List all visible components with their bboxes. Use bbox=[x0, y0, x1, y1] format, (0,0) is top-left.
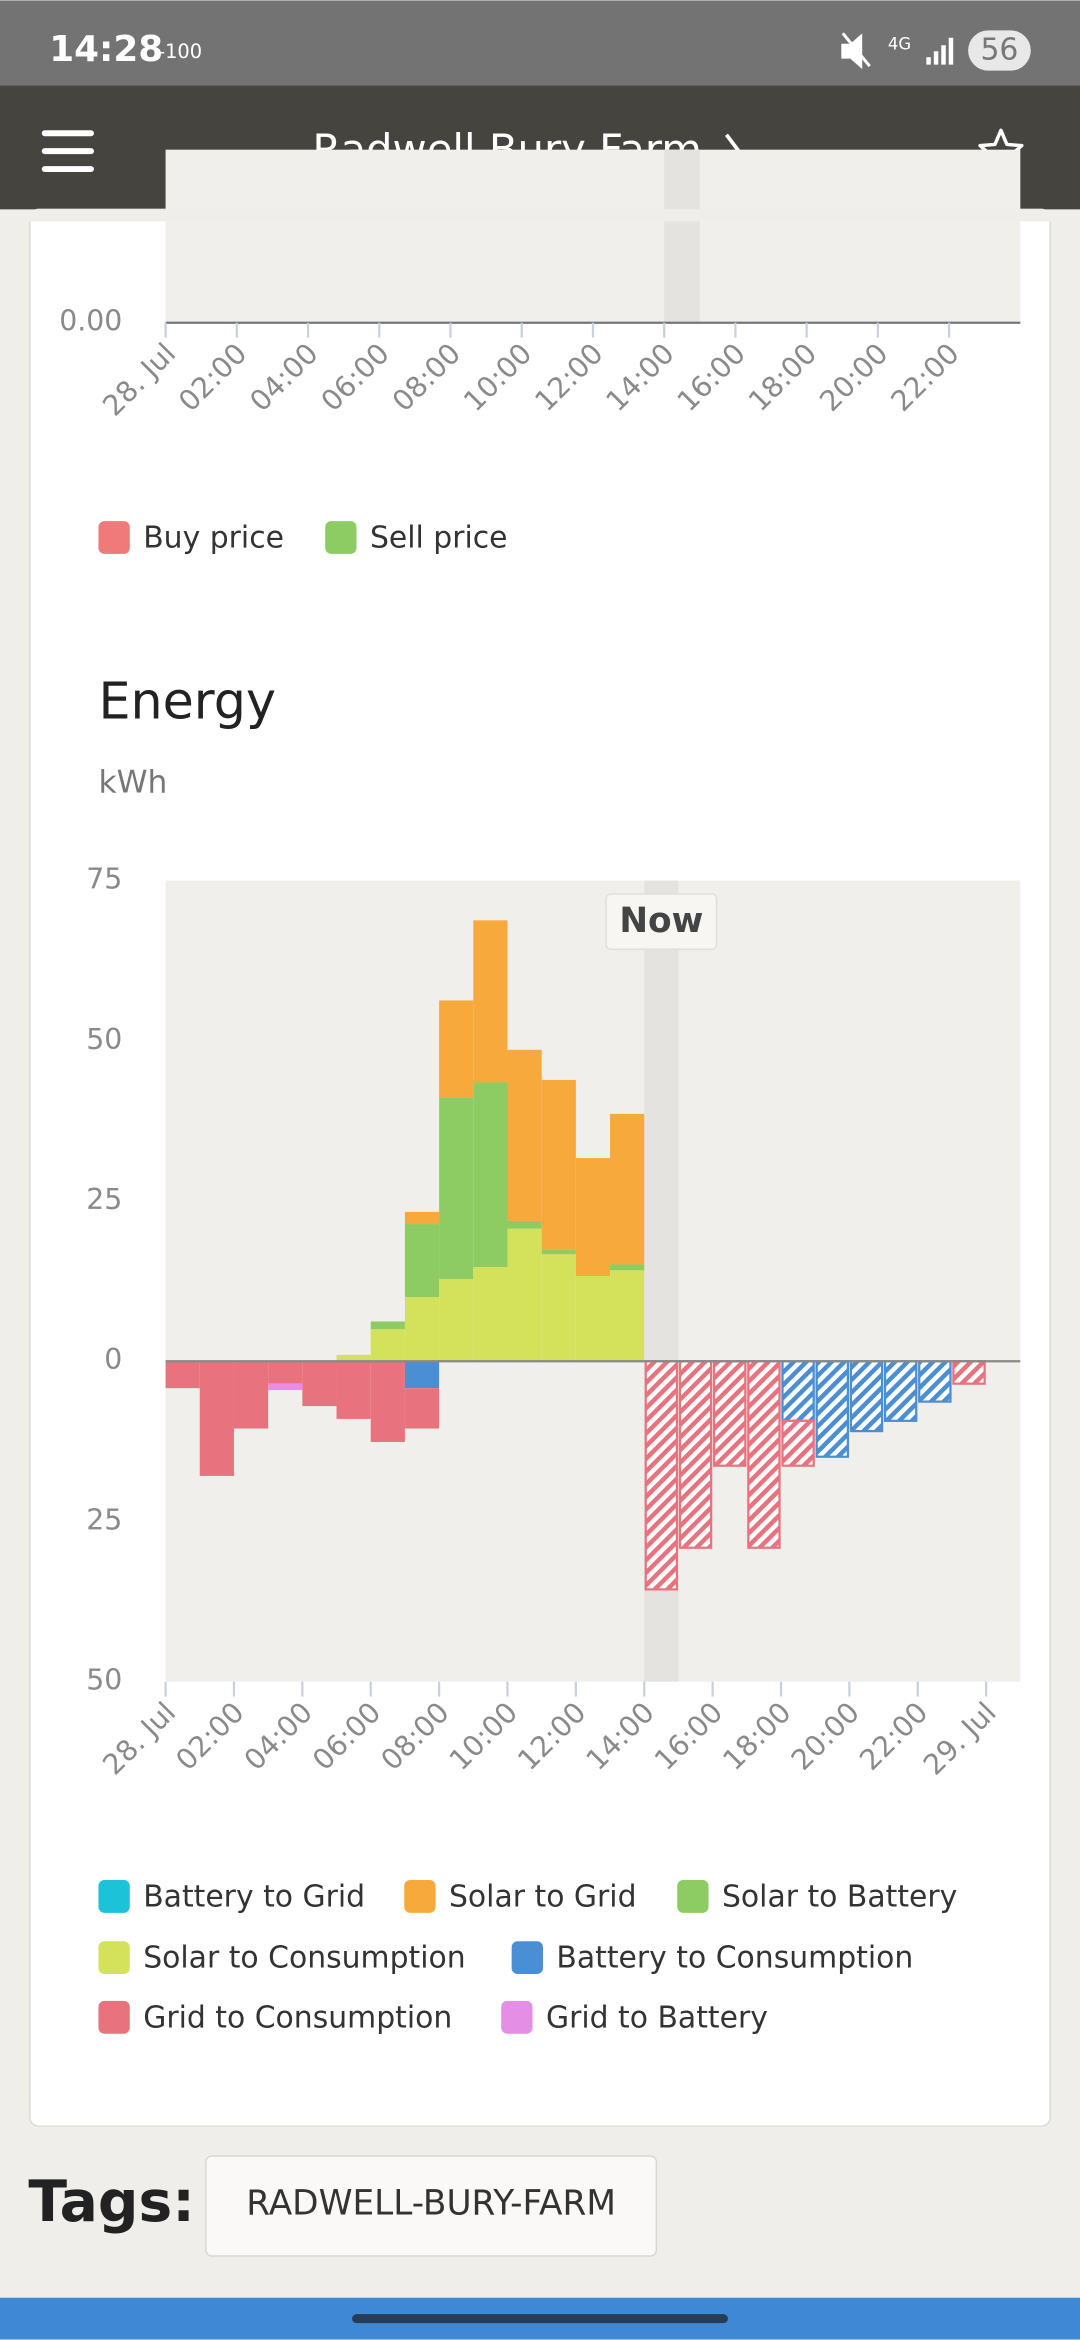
legend-swatch[interactable] bbox=[677, 1880, 709, 1913]
forecast-bar bbox=[644, 1360, 679, 1591]
menu-button[interactable] bbox=[41, 130, 94, 173]
bar bbox=[507, 1220, 542, 1229]
legend-label: Buy price bbox=[143, 521, 284, 556]
legend-swatch[interactable] bbox=[98, 2000, 130, 2034]
bar bbox=[507, 1049, 542, 1221]
home-indicator[interactable] bbox=[352, 2314, 728, 2324]
bar bbox=[473, 1082, 508, 1268]
bar bbox=[541, 1079, 576, 1250]
status-bar bbox=[0, 0, 1080, 86]
bar bbox=[473, 1267, 508, 1362]
legend-swatch[interactable] bbox=[98, 1880, 130, 1913]
bar bbox=[404, 1297, 440, 1362]
bar bbox=[404, 1361, 440, 1389]
legend-label: Sell price bbox=[370, 521, 508, 556]
legend-swatch[interactable] bbox=[325, 521, 357, 554]
bar bbox=[473, 920, 508, 1083]
scroll-edge bbox=[0, 209, 1080, 222]
plot-area bbox=[165, 149, 1021, 323]
legend-label: Solar to Consumption bbox=[143, 1941, 465, 1976]
now-band bbox=[664, 149, 700, 323]
y-tick-label: 75 bbox=[86, 863, 122, 896]
legend-swatch[interactable] bbox=[501, 2000, 533, 2034]
divider bbox=[0, 219, 1080, 222]
forecast-bar bbox=[952, 1360, 986, 1385]
bar bbox=[541, 1249, 576, 1255]
forecast-bar bbox=[849, 1360, 884, 1433]
time: 14:28 bbox=[49, 29, 163, 70]
tag-chip[interactable] bbox=[205, 2155, 658, 2257]
legend-swatch[interactable] bbox=[511, 1941, 543, 1975]
bar bbox=[404, 1224, 440, 1298]
bar bbox=[370, 1321, 405, 1330]
legend-label: Solar to Grid bbox=[449, 1879, 637, 1914]
battery-icon bbox=[968, 30, 1031, 71]
chart-title: Energy bbox=[98, 672, 276, 731]
legend-label: Battery to Grid bbox=[143, 1879, 365, 1914]
forecast-bar bbox=[781, 1360, 815, 1422]
now-label: Now bbox=[619, 901, 703, 941]
legend-label: Battery to Consumption bbox=[556, 1941, 913, 1976]
forecast-bar bbox=[918, 1360, 952, 1403]
bar bbox=[268, 1383, 303, 1391]
bar bbox=[336, 1354, 371, 1362]
bar bbox=[439, 1279, 474, 1362]
legend-label: Grid to Consumption bbox=[143, 2000, 452, 2035]
bar bbox=[439, 1000, 474, 1098]
now-label-box bbox=[605, 893, 718, 950]
bar bbox=[610, 1264, 645, 1271]
forecast-bar bbox=[815, 1360, 850, 1458]
forecast-bar bbox=[781, 1419, 815, 1467]
signal-strength: -100 bbox=[158, 40, 202, 63]
legend-swatch[interactable] bbox=[404, 1880, 436, 1913]
y-tick-label: 25 bbox=[86, 1183, 122, 1216]
bar bbox=[268, 1361, 303, 1384]
tag-text[interactable]: RADWELL-BURY-FARM bbox=[246, 2184, 616, 2224]
mute-icon bbox=[841, 32, 871, 70]
bar bbox=[575, 1276, 611, 1362]
bar bbox=[404, 1211, 440, 1225]
tags-label: Tags: bbox=[28, 2169, 195, 2235]
forecast-bar bbox=[747, 1360, 781, 1549]
bar bbox=[370, 1329, 405, 1362]
bar bbox=[165, 1361, 200, 1389]
y-tick-label: 50 bbox=[86, 1664, 122, 1697]
legend-label: Solar to Battery bbox=[722, 1879, 957, 1914]
bar bbox=[541, 1254, 576, 1362]
y-tick-label: 25 bbox=[86, 1503, 122, 1536]
legend-swatch[interactable] bbox=[98, 1941, 130, 1975]
battery-level: 56 bbox=[980, 33, 1018, 68]
bar bbox=[439, 1097, 474, 1280]
bar bbox=[507, 1228, 542, 1362]
y-tick-label: 0.00 bbox=[59, 305, 122, 338]
y-tick-label: 50 bbox=[86, 1023, 122, 1056]
y-tick-label: 0 bbox=[104, 1343, 122, 1376]
y-axis-unit: kWh bbox=[98, 765, 167, 801]
legend-label: Grid to Battery bbox=[546, 2000, 768, 2035]
bar bbox=[302, 1361, 337, 1407]
legend-swatch[interactable] bbox=[98, 521, 130, 554]
bar bbox=[336, 1361, 371, 1419]
bar bbox=[610, 1270, 645, 1362]
bar bbox=[199, 1361, 234, 1476]
bar bbox=[404, 1388, 440, 1429]
forecast-bar bbox=[678, 1360, 713, 1549]
network-type: 4G bbox=[888, 35, 911, 54]
bar bbox=[370, 1361, 405, 1442]
bar bbox=[575, 1158, 611, 1277]
signal-icon bbox=[926, 37, 954, 65]
forecast-bar bbox=[883, 1360, 918, 1422]
forecast-bar bbox=[712, 1360, 747, 1467]
bar bbox=[610, 1113, 645, 1265]
bar bbox=[233, 1361, 269, 1429]
